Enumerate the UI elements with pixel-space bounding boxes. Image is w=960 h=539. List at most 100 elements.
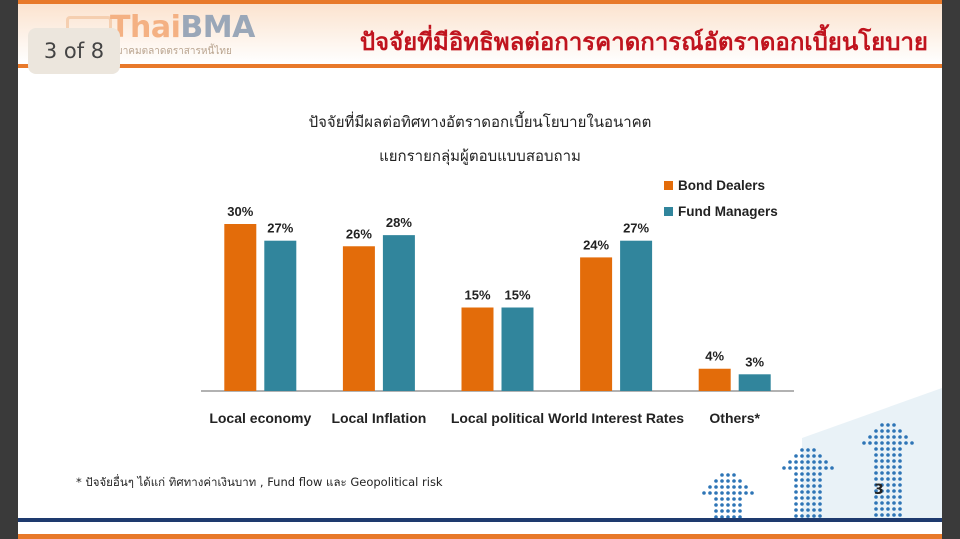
decor-dot [818, 478, 822, 482]
decor-dot [726, 485, 730, 489]
decor-dot [874, 471, 878, 475]
decor-dot [794, 508, 798, 512]
decor-dot [800, 490, 804, 494]
footer-navy-bar [18, 518, 942, 522]
decor-dot [880, 507, 884, 511]
decor-dot [794, 454, 798, 458]
decor-dot [788, 460, 792, 464]
decor-dot [708, 491, 712, 495]
decor-dot [892, 459, 896, 463]
data-label: 28% [386, 215, 412, 230]
decor-dot [892, 477, 896, 481]
decor-dot [800, 448, 804, 452]
header-band [18, 4, 942, 64]
decor-dot [794, 502, 798, 506]
decor-dot [886, 459, 890, 463]
decor-dot [750, 491, 754, 495]
decor-dot [732, 485, 736, 489]
decor-dot [880, 447, 884, 451]
decor-dot [880, 441, 884, 445]
decor-dot [794, 466, 798, 470]
data-label: 4% [705, 349, 724, 364]
decor-dot [818, 472, 822, 476]
decor-dot [886, 501, 890, 505]
decor-dot [806, 484, 810, 488]
decor-dot [898, 507, 902, 511]
decor-dot [812, 502, 816, 506]
decor-dot [880, 423, 884, 427]
thaibma-logo: ThaiBMA [110, 10, 255, 45]
decor-dot [812, 448, 816, 452]
data-label: 15% [504, 288, 530, 303]
decor-dot [806, 478, 810, 482]
decor-dot [892, 447, 896, 451]
decor-dot [818, 496, 822, 500]
decor-dot [738, 479, 742, 483]
slide: ThaiBMA สมาคมตลาดตราสารหนี้ไทย ปัจจัยที่… [18, 0, 942, 539]
decor-dot [898, 471, 902, 475]
logo-subtitle: สมาคมตลาดตราสารหนี้ไทย [110, 46, 232, 57]
decor-dot [892, 513, 896, 517]
decor-dot [868, 435, 872, 439]
decor-dot [886, 453, 890, 457]
legend-swatch [664, 207, 673, 216]
decor-dot [714, 503, 718, 507]
bar-bond-dealers [461, 307, 494, 391]
decor-dot [880, 435, 884, 439]
decor-dot [738, 497, 742, 501]
decor-dot [800, 478, 804, 482]
decor-dot [874, 489, 878, 493]
decor-dot [898, 435, 902, 439]
decor-dot [818, 466, 822, 470]
decor-dot [794, 514, 798, 518]
decor-dot [904, 435, 908, 439]
decor-dot [806, 472, 810, 476]
decor-dot [892, 489, 896, 493]
decor-dot [880, 471, 884, 475]
decor-dot [800, 454, 804, 458]
decor-dot [732, 509, 736, 513]
data-label: 27% [623, 221, 649, 236]
decor-dot [726, 497, 730, 501]
decor-dot [892, 441, 896, 445]
decor-dot [886, 507, 890, 511]
decor-dot [892, 501, 896, 505]
decor-dot [892, 495, 896, 499]
decor-dot [874, 435, 878, 439]
decor-dot [738, 515, 742, 519]
decor-dot [886, 489, 890, 493]
decor-dot [806, 502, 810, 506]
category-label: Others* [709, 410, 760, 426]
decor-dot [898, 513, 902, 517]
decor-dot [898, 459, 902, 463]
decor-dot [880, 483, 884, 487]
decor-dot [874, 465, 878, 469]
chart-subtitle: แยกรายกลุ่มผู้ตอบแบบสอบถาม [379, 147, 581, 165]
decor-dot [812, 454, 816, 458]
decor-dot [720, 473, 724, 477]
bar-bond-dealers [580, 257, 613, 391]
header-divider [18, 64, 942, 68]
decor-dot [738, 491, 742, 495]
decor-dot [886, 513, 890, 517]
decor-dot [904, 441, 908, 445]
decor-dot [732, 497, 736, 501]
decor-dot [898, 501, 902, 505]
decor-dot [812, 514, 816, 518]
decor-dot [812, 478, 816, 482]
bar-bond-dealers [698, 368, 731, 391]
decor-dot [886, 495, 890, 499]
data-label: 15% [464, 288, 490, 303]
data-label: 27% [267, 221, 293, 236]
decor-dot [818, 484, 822, 488]
decor-dot [818, 514, 822, 518]
decor-dot [782, 466, 786, 470]
decor-dot [898, 465, 902, 469]
decor-dot [806, 508, 810, 512]
decor-dot [898, 477, 902, 481]
decor-dot [744, 485, 748, 489]
category-label: Local political [451, 410, 544, 426]
decor-dot [880, 489, 884, 493]
decor-dot [794, 484, 798, 488]
decor-dot [788, 466, 792, 470]
